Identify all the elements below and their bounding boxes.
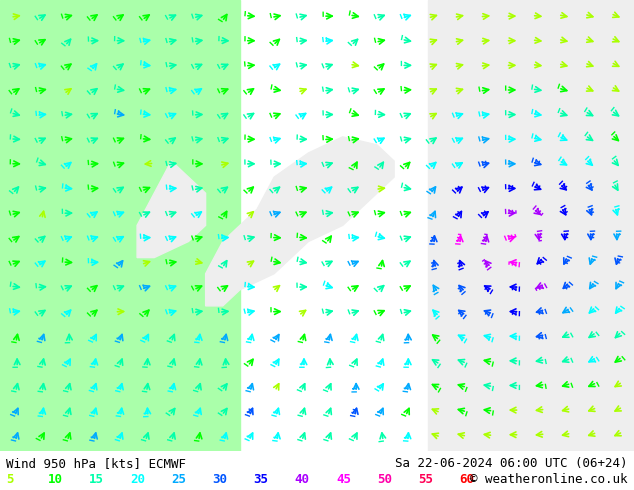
- Polygon shape: [0, 0, 240, 451]
- Text: 50: 50: [377, 473, 392, 486]
- Polygon shape: [429, 0, 634, 451]
- Text: 45: 45: [336, 473, 351, 486]
- Text: 10: 10: [48, 473, 63, 486]
- Text: 35: 35: [254, 473, 269, 486]
- Text: 5: 5: [6, 473, 14, 486]
- Text: 15: 15: [89, 473, 104, 486]
- Text: 60: 60: [460, 473, 475, 486]
- Text: Wind 950 hPa [kts] ECMWF: Wind 950 hPa [kts] ECMWF: [6, 457, 186, 470]
- Text: Sa 22-06-2024 06:00 UTC (06+24): Sa 22-06-2024 06:00 UTC (06+24): [395, 457, 628, 470]
- Text: 25: 25: [171, 473, 186, 486]
- Text: 55: 55: [418, 473, 434, 486]
- Text: 30: 30: [212, 473, 228, 486]
- Text: 40: 40: [295, 473, 310, 486]
- Text: 20: 20: [130, 473, 145, 486]
- Text: © weatheronline.co.uk: © weatheronline.co.uk: [470, 473, 628, 486]
- Polygon shape: [137, 161, 205, 258]
- Polygon shape: [205, 137, 394, 306]
